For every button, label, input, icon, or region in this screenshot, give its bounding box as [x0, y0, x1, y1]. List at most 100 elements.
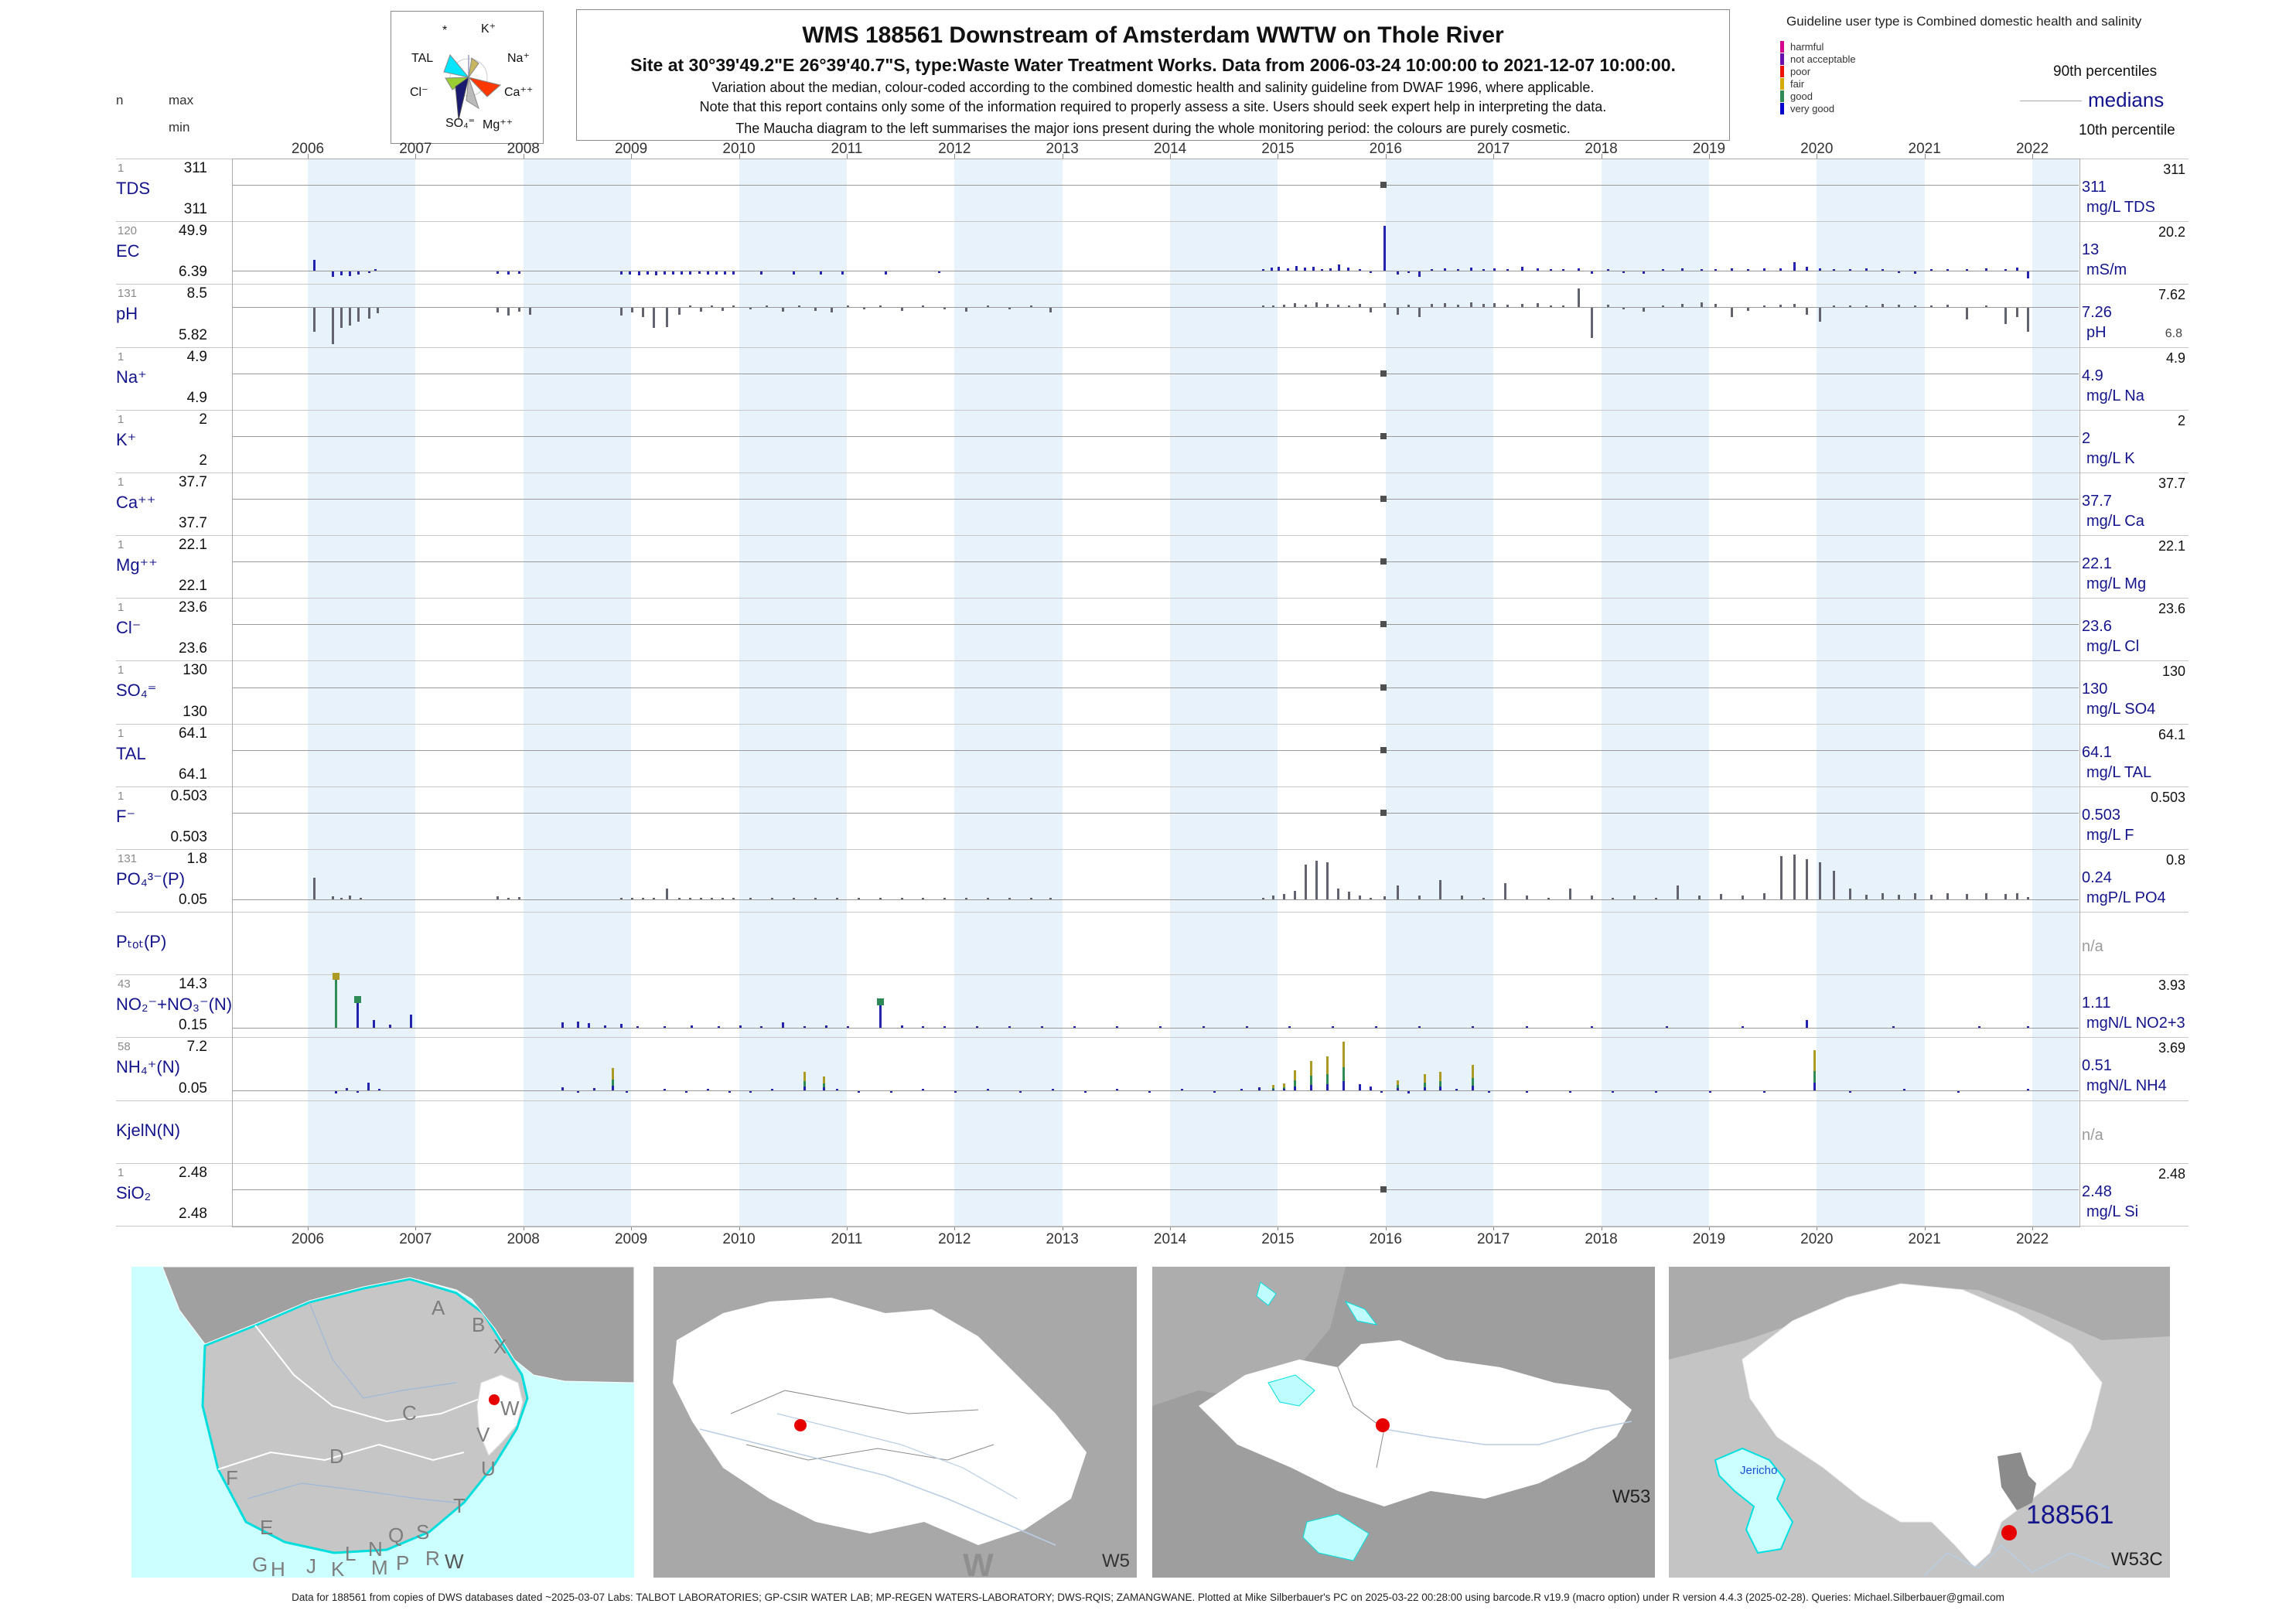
map-secondary-catchment-w5: W W5 — [653, 1267, 1137, 1578]
bar-segment-fair — [612, 1067, 615, 1080]
drainage-region-letter: T — [453, 1494, 466, 1517]
row-separator — [116, 1226, 2189, 1227]
bar — [1849, 268, 1852, 271]
drainage-region-letter: B — [472, 1313, 485, 1336]
bar — [1590, 308, 1593, 339]
row-separator — [116, 598, 2189, 599]
bar — [1957, 1090, 1960, 1093]
guideline-class-row: fair — [1780, 77, 1856, 90]
row-unit-label: mg/L K — [2086, 449, 2135, 467]
bar-segment-fair — [803, 1071, 807, 1082]
bar — [1321, 269, 1324, 271]
bar — [1332, 1026, 1335, 1029]
row-sample-count: 58 — [118, 1040, 131, 1054]
bar-segment-very-good — [1423, 1087, 1426, 1090]
bar — [357, 271, 360, 275]
bar — [2027, 896, 2030, 899]
drainage-region-letter: H — [271, 1557, 285, 1578]
bar-segment-good — [803, 1081, 807, 1087]
bar — [1633, 896, 1636, 899]
bar — [1073, 1026, 1076, 1029]
bar — [749, 1090, 752, 1093]
bar — [1677, 885, 1680, 899]
bar — [1482, 897, 1486, 899]
bar — [1380, 1090, 1383, 1093]
row-median-value: 0.51 — [2082, 1057, 2112, 1075]
bar — [1461, 896, 1464, 899]
year-band — [2032, 159, 2079, 1226]
row-90th-percentile: 7.62 — [2158, 287, 2185, 303]
bar — [922, 1088, 925, 1090]
row-na-value: n/a — [2082, 1126, 2103, 1144]
bar-segment-good — [1813, 1070, 1817, 1083]
x-axis-tick — [1170, 154, 1172, 159]
bar — [1008, 1026, 1011, 1029]
bar — [793, 897, 796, 899]
bar — [814, 897, 817, 899]
bar — [782, 308, 785, 312]
row-sample-count: 1 — [118, 601, 125, 615]
bar — [561, 1022, 564, 1029]
row-separator — [116, 284, 2189, 285]
year-band — [1385, 159, 1494, 1226]
bar — [631, 897, 634, 899]
row-unit-label: mgP/L PO4 — [2086, 889, 2166, 906]
bar — [1049, 308, 1052, 312]
x-axis-year-label: 2018 — [1585, 141, 1618, 157]
bar — [1240, 1088, 1243, 1090]
x-axis-tick — [308, 154, 309, 159]
bar — [1833, 305, 1836, 308]
maucha-ion-label: Na⁺ — [507, 52, 530, 65]
bar — [1562, 269, 1565, 271]
bar — [1655, 897, 1658, 899]
row-unit-label: mg/L Na — [2086, 387, 2144, 404]
x-axis-year-label: 2008 — [507, 1231, 540, 1247]
bar — [760, 1026, 763, 1029]
row-statistics-cell: 2.48 2.48 mg/L Si — [2080, 1163, 2190, 1226]
row-median-value: 2.48 — [2082, 1182, 2112, 1200]
bar — [1444, 268, 1447, 271]
bar — [1606, 304, 1609, 308]
row-max-value: 2.48 — [179, 1164, 207, 1181]
bar — [678, 308, 681, 315]
bar — [620, 897, 623, 899]
bar — [1472, 1026, 1475, 1029]
x-axis-tick — [2032, 154, 2034, 159]
bar — [620, 1024, 623, 1029]
single-sample-marker — [1380, 182, 1387, 189]
drainage-region-letter: E — [260, 1516, 273, 1539]
row-unit-label: mg/L TAL — [2086, 763, 2152, 781]
bar — [2027, 1088, 2030, 1090]
bar — [1444, 302, 1447, 308]
bar — [841, 271, 844, 275]
bar — [1525, 1090, 1528, 1093]
row-min-value: 0.05 — [179, 1080, 207, 1097]
bar — [1622, 271, 1626, 274]
adjacent-catchment — [1152, 1267, 1346, 1406]
bar — [943, 897, 947, 899]
row-sample-count: 43 — [118, 977, 131, 991]
bar-segment-good — [823, 1083, 826, 1088]
bar — [637, 271, 640, 275]
row-max-value: 49.9 — [179, 223, 207, 240]
drainage-region-letter: G — [252, 1553, 268, 1576]
row-statistics-cell: 2 2 mg/L K — [2080, 410, 2190, 473]
row-unit-label: pH — [2086, 324, 2107, 342]
maucha-ion-label: * — [442, 24, 448, 37]
bar — [604, 1025, 607, 1029]
bar — [1383, 896, 1386, 899]
guideline-class-label: poor — [1790, 65, 1811, 77]
drainage-region-letter: U — [481, 1457, 496, 1480]
single-sample-marker — [1380, 495, 1387, 502]
row-parameter-label: Cl⁻ — [116, 618, 142, 638]
map4-corner-label: W53C — [2111, 1549, 2163, 1570]
x-axis-year-label: 2022 — [2015, 1231, 2049, 1247]
row-90th-percentile: 2.48 — [2158, 1165, 2185, 1182]
bar — [1315, 861, 1319, 899]
bar — [1612, 1090, 1615, 1093]
bar — [1383, 302, 1386, 308]
bar — [1278, 266, 1281, 271]
bar — [1865, 894, 1868, 899]
bar — [665, 888, 668, 899]
year-band — [954, 159, 1063, 1226]
